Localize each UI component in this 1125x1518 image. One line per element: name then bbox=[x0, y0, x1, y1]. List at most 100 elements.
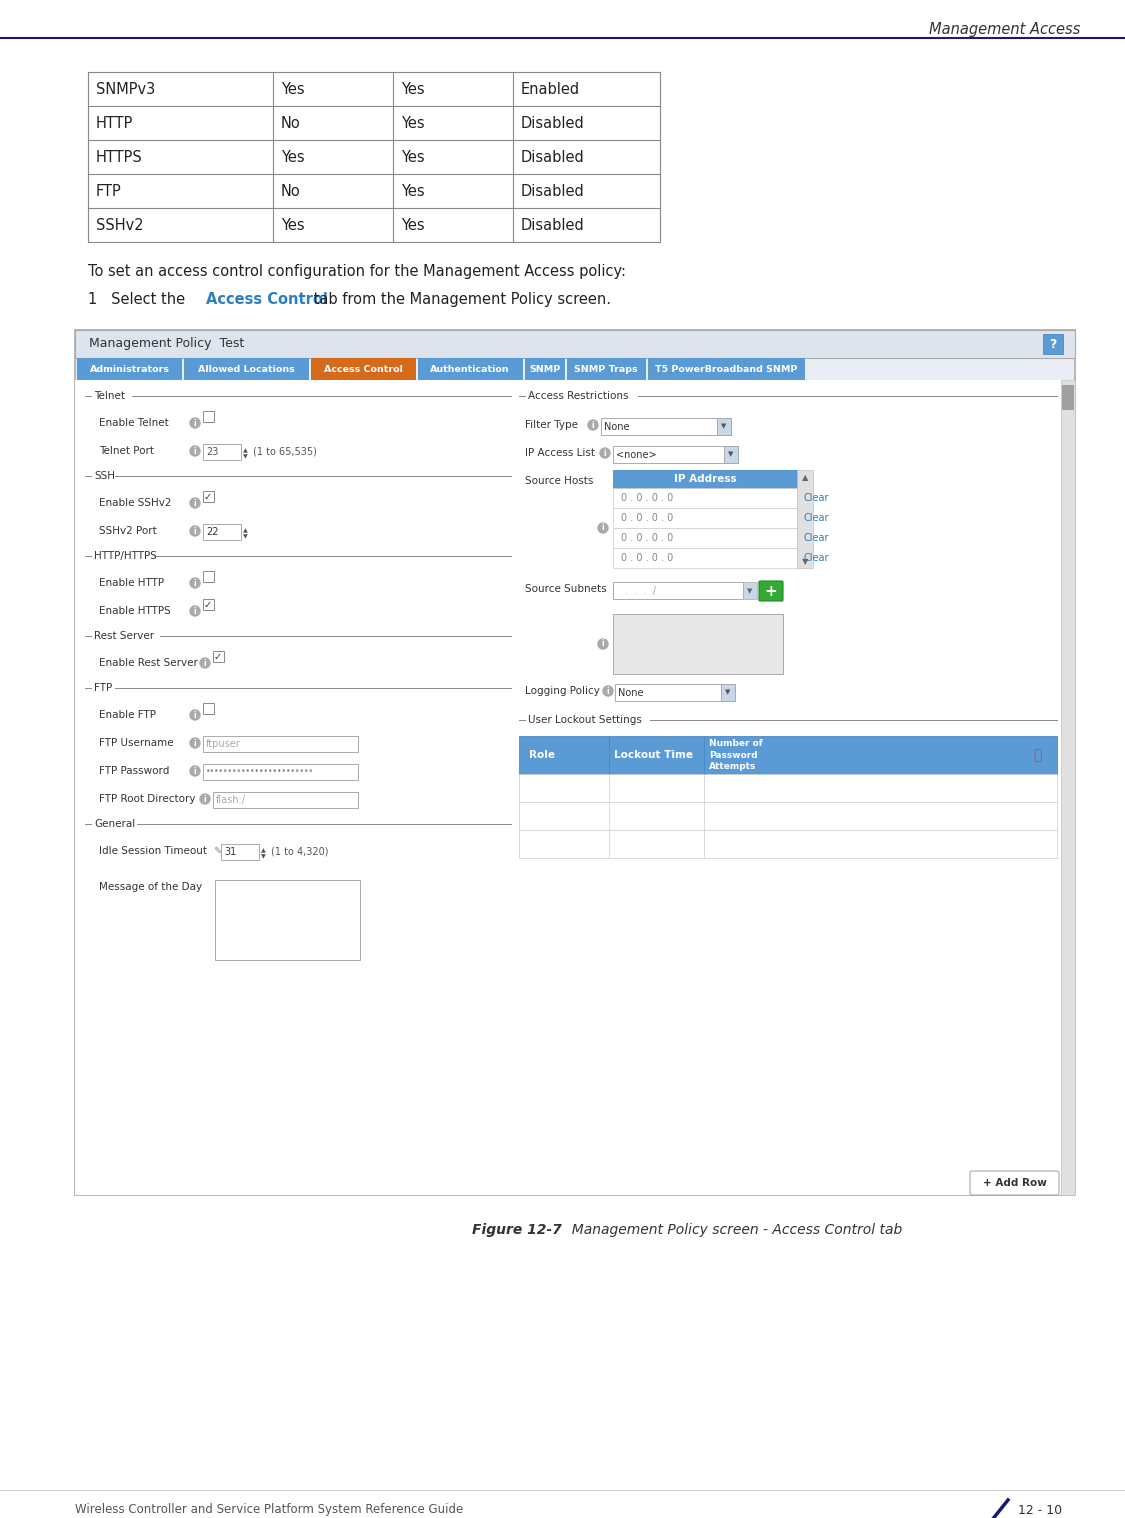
Bar bbox=[613, 548, 796, 568]
Circle shape bbox=[190, 578, 200, 587]
Bar bbox=[519, 802, 1058, 830]
Bar bbox=[220, 844, 259, 861]
Bar bbox=[202, 443, 241, 460]
Bar bbox=[724, 446, 738, 463]
Text: Telnet Port: Telnet Port bbox=[99, 446, 154, 455]
Text: Management Policy screen - Access Control tab: Management Policy screen - Access Contro… bbox=[562, 1224, 902, 1237]
Text: SSHv2 Port: SSHv2 Port bbox=[99, 527, 156, 536]
Text: Yes: Yes bbox=[281, 149, 305, 164]
Text: ▲
▼: ▲ ▼ bbox=[261, 849, 266, 859]
Text: HTTP: HTTP bbox=[96, 115, 134, 131]
Bar bbox=[615, 685, 735, 701]
Text: SSHv2: SSHv2 bbox=[96, 217, 144, 232]
Bar bbox=[202, 703, 214, 713]
Text: Disabled: Disabled bbox=[521, 149, 585, 164]
Circle shape bbox=[190, 417, 200, 428]
Text: None: None bbox=[604, 422, 630, 431]
Circle shape bbox=[598, 524, 608, 533]
Bar bbox=[213, 651, 224, 662]
FancyBboxPatch shape bbox=[759, 581, 783, 601]
Bar bbox=[613, 446, 738, 463]
Text: HTTPS: HTTPS bbox=[96, 149, 143, 164]
Text: FTP: FTP bbox=[94, 683, 112, 694]
Text: Filter Type: Filter Type bbox=[525, 420, 578, 430]
Bar bbox=[519, 774, 1058, 802]
Text: Allowed Locations: Allowed Locations bbox=[198, 364, 295, 373]
Bar bbox=[1061, 380, 1076, 1195]
Bar bbox=[742, 581, 757, 600]
Bar bbox=[202, 490, 214, 502]
Bar bbox=[75, 329, 1076, 1195]
Text: SNMP: SNMP bbox=[529, 364, 560, 373]
Text: Access Control: Access Control bbox=[206, 291, 327, 307]
Text: 31: 31 bbox=[224, 847, 236, 858]
Circle shape bbox=[588, 420, 598, 430]
Text: + Add Row: + Add Row bbox=[982, 1178, 1046, 1189]
Bar bbox=[76, 358, 182, 380]
Text: ✓: ✓ bbox=[214, 653, 222, 662]
Text: i: i bbox=[193, 578, 197, 587]
Bar bbox=[613, 613, 783, 674]
Circle shape bbox=[598, 639, 608, 650]
Text: Enable SSHv2: Enable SSHv2 bbox=[99, 498, 171, 509]
Text: (1 to 4,320): (1 to 4,320) bbox=[271, 846, 328, 856]
Text: Yes: Yes bbox=[400, 184, 424, 199]
Bar bbox=[215, 880, 360, 959]
Text: Figure 12-7: Figure 12-7 bbox=[472, 1224, 562, 1237]
Text: ▼: ▼ bbox=[802, 557, 808, 566]
Text: Clear: Clear bbox=[803, 553, 828, 563]
Bar bbox=[1043, 334, 1063, 354]
Bar bbox=[202, 571, 214, 581]
Text: ✎: ✎ bbox=[213, 846, 222, 856]
Text: 0 . 0 . 0 . 0: 0 . 0 . 0 . 0 bbox=[621, 493, 673, 502]
Text: ▲
▼: ▲ ▼ bbox=[243, 449, 248, 460]
Text: Enable HTTPS: Enable HTTPS bbox=[99, 606, 171, 616]
Text: Authentication: Authentication bbox=[430, 364, 510, 373]
Text: Message of the Day: Message of the Day bbox=[99, 882, 202, 893]
Text: User Lockout Settings: User Lockout Settings bbox=[528, 715, 642, 726]
Text: Enabled: Enabled bbox=[521, 82, 580, 97]
Text: ••••••••••••••••••••••••: •••••••••••••••••••••••• bbox=[206, 768, 314, 777]
Text: Role: Role bbox=[529, 750, 555, 761]
Text: Disabled: Disabled bbox=[521, 115, 585, 131]
Text: i: i bbox=[193, 498, 197, 507]
Text: FTP Password: FTP Password bbox=[99, 767, 170, 776]
Bar bbox=[613, 581, 742, 600]
Bar bbox=[717, 417, 731, 436]
Text: FTP Root Directory: FTP Root Directory bbox=[99, 794, 196, 805]
Text: Management Access: Management Access bbox=[929, 21, 1080, 36]
Text: Disabled: Disabled bbox=[521, 184, 585, 199]
Text: No: No bbox=[281, 184, 300, 199]
Bar bbox=[601, 417, 731, 436]
Bar bbox=[796, 471, 813, 568]
Text: Enable Rest Server: Enable Rest Server bbox=[99, 657, 198, 668]
Bar bbox=[721, 685, 735, 701]
Text: ▼: ▼ bbox=[747, 587, 753, 594]
Bar bbox=[613, 509, 796, 528]
Text: 23: 23 bbox=[206, 446, 218, 457]
Bar bbox=[202, 764, 358, 780]
Text: i: i bbox=[193, 607, 197, 615]
Text: ▼: ▼ bbox=[721, 424, 727, 430]
Text: To set an access control configuration for the Management Access policy:: To set an access control configuration f… bbox=[88, 264, 626, 279]
Circle shape bbox=[190, 767, 200, 776]
Text: i: i bbox=[606, 686, 610, 695]
Text: SSH: SSH bbox=[94, 471, 115, 481]
Text: flash:/: flash:/ bbox=[216, 795, 246, 805]
Bar bbox=[213, 792, 358, 808]
Text: 12 - 10: 12 - 10 bbox=[1018, 1503, 1062, 1516]
Text: 22: 22 bbox=[206, 527, 218, 537]
Text: i: i bbox=[602, 639, 604, 648]
Text: Management Policy  Test: Management Policy Test bbox=[89, 337, 244, 351]
FancyBboxPatch shape bbox=[970, 1170, 1059, 1195]
Text: T5 PowerBroadband SNMP: T5 PowerBroadband SNMP bbox=[655, 364, 798, 373]
Text: Yes: Yes bbox=[281, 217, 305, 232]
Text: +: + bbox=[765, 583, 777, 598]
Text: Enable Telnet: Enable Telnet bbox=[99, 417, 169, 428]
Text: 0 . 0 . 0 . 0: 0 . 0 . 0 . 0 bbox=[621, 533, 673, 543]
Bar bbox=[202, 600, 214, 610]
Text: Yes: Yes bbox=[400, 149, 424, 164]
Text: General: General bbox=[94, 820, 135, 829]
Text: i: i bbox=[193, 738, 197, 747]
Text: i: i bbox=[602, 524, 604, 533]
